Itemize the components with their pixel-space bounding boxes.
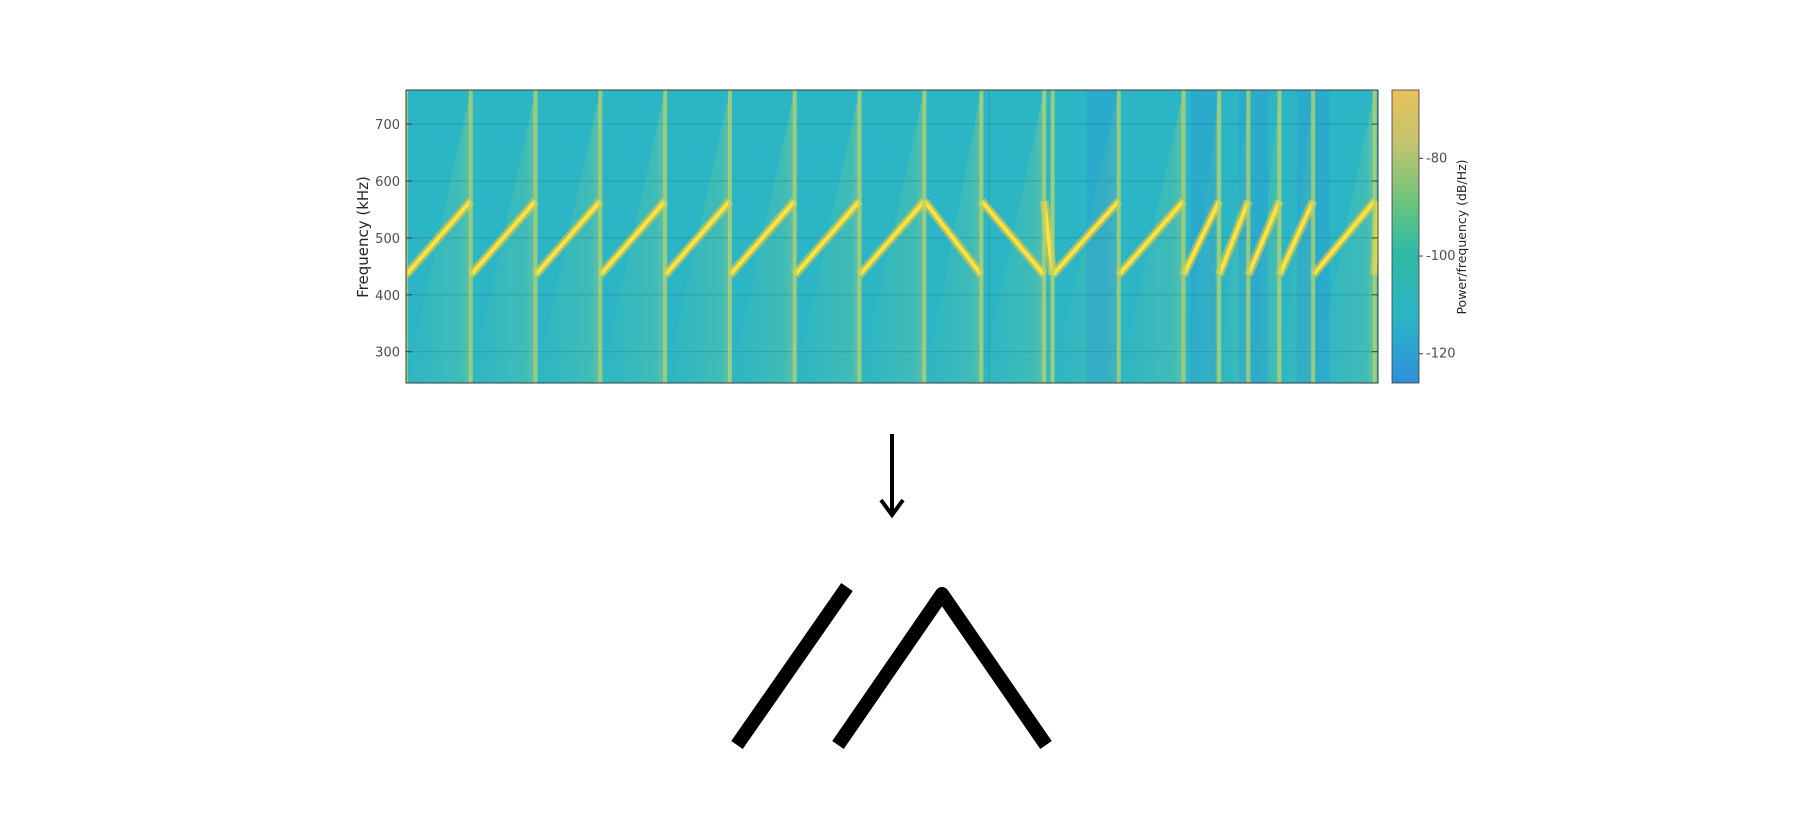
colorbar-gradient — [1392, 90, 1419, 383]
y-tick-label: 700 — [375, 118, 400, 133]
colorbar-tick-label: -120 — [1426, 347, 1456, 362]
colorbar-frame — [1391, 89, 1420, 384]
colorbar-tick-label: -100 — [1426, 249, 1456, 264]
chirp-glow — [1118, 90, 1184, 383]
chirp-glow — [1183, 90, 1220, 383]
chirp-traces — [406, 90, 1378, 383]
chirp-trace — [598, 199, 667, 277]
chirp-glow — [1052, 90, 1119, 383]
down-arrow-icon — [879, 434, 905, 519]
chirp-trace — [1246, 200, 1282, 276]
chirp-trace — [922, 199, 984, 277]
colorbar: -80 -100 -120 Power/frequency (dB/Hz) — [1391, 89, 1469, 384]
up-chirp-symbol — [731, 583, 853, 749]
y-tick-label: 300 — [375, 346, 400, 361]
chirp-glow — [924, 90, 982, 383]
y-axis-label: Frequency (kHz) — [354, 176, 372, 298]
up-down-chirp-symbol — [832, 587, 1052, 749]
chirp-trace — [1311, 199, 1377, 277]
chirp-trace — [728, 199, 797, 277]
plot-frame — [405, 89, 1379, 384]
chirp-trace — [534, 199, 602, 277]
y-tick-label: 600 — [375, 175, 400, 190]
chirp-shape-symbols — [731, 583, 1052, 749]
chirp-trace — [469, 199, 538, 277]
chirp-trace — [1181, 200, 1222, 276]
chirp-glow — [794, 90, 860, 383]
colorbar-ticks: -80 -100 -120 — [1419, 151, 1456, 362]
colorbar-tick-label: -80 — [1426, 151, 1447, 166]
chirp-trace — [1117, 199, 1186, 277]
y-tick-label: 500 — [375, 232, 400, 247]
y-axis-ticks: 300 400 500 600 700 — [375, 118, 1378, 361]
chirp-trace — [1217, 200, 1251, 276]
chirp-trace — [1277, 200, 1316, 276]
chirp-trace — [793, 199, 862, 277]
chirp-trace — [406, 199, 473, 277]
y-tick-label: 400 — [375, 289, 400, 304]
chirp-trace — [1051, 199, 1121, 277]
chirp-trace — [858, 199, 926, 277]
spectrogram: 300 400 500 600 700 Frequency (kHz) — [354, 89, 1379, 384]
chirp-trace — [979, 199, 1046, 277]
chirp-glow — [1044, 90, 1053, 383]
chirp-trace — [663, 199, 732, 277]
colorbar-label: Power/frequency (dB/Hz) — [1454, 159, 1469, 314]
chirp-glow — [665, 90, 730, 383]
